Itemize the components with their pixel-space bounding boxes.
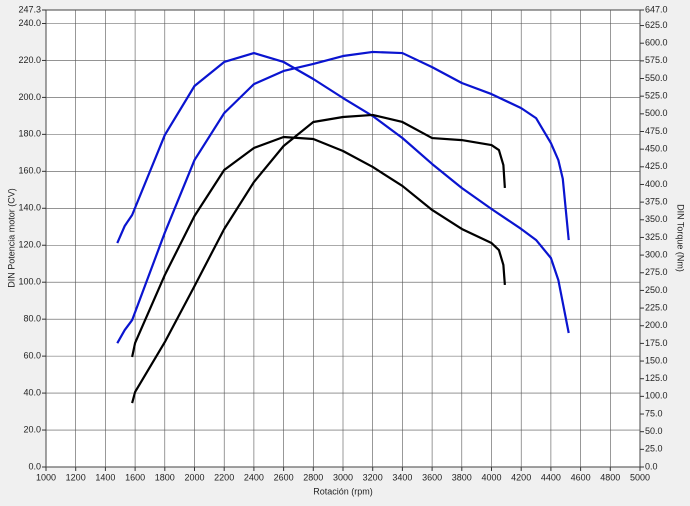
y2-tick-label: 550.0 xyxy=(645,73,668,83)
y2-tick-label: 575.0 xyxy=(645,55,668,65)
x-tick-label: 3200 xyxy=(363,472,383,482)
x-tick-label: 2600 xyxy=(274,472,294,482)
y2-tick-label: 375.0 xyxy=(645,196,668,206)
y2-tick-label: 625.0 xyxy=(645,20,668,30)
y2-tick-label: 225.0 xyxy=(645,302,668,312)
x-tick-label: 1600 xyxy=(125,472,145,482)
y-tick-label: 40.0 xyxy=(23,387,41,397)
y2-tick-label: 500.0 xyxy=(645,108,668,118)
y2-tick-label: 100.0 xyxy=(645,391,668,401)
x-tick-label: 3600 xyxy=(422,472,442,482)
y2-tick-label: 475.0 xyxy=(645,126,668,136)
y2-tick-label: 400.0 xyxy=(645,179,668,189)
x-tick-label: 4400 xyxy=(541,472,561,482)
y2-tick-label: 0.0 xyxy=(645,461,658,471)
y2-tick-label: 647.0 xyxy=(645,4,668,14)
x-tick-label: 1800 xyxy=(155,472,175,482)
y2-tick-label: 75.0 xyxy=(645,408,663,418)
y2-tick-label: 150.0 xyxy=(645,355,668,365)
y2-tick-label: 200.0 xyxy=(645,320,668,330)
x-tick-label: 1200 xyxy=(66,472,86,482)
y2-tick-label: 600.0 xyxy=(645,38,668,48)
y2-tick-label: 525.0 xyxy=(645,91,668,101)
y-tick-label: 120.0 xyxy=(18,240,41,250)
x-tick-label: 1000 xyxy=(36,472,56,482)
x-tick-label: 2000 xyxy=(184,472,204,482)
y2-axis-label: DIN Torque (Nm) xyxy=(676,204,686,272)
line xyxy=(131,113,506,404)
y2-tick-label: 125.0 xyxy=(645,373,668,383)
y-tick-label: 180.0 xyxy=(18,129,41,139)
y2-tick-label: 50.0 xyxy=(645,426,663,436)
y2-tick-label: 325.0 xyxy=(645,232,668,242)
y-tick-label: 60.0 xyxy=(23,350,41,360)
y2-tick-label: 300.0 xyxy=(645,249,668,259)
x-tick-label: 2800 xyxy=(303,472,323,482)
y-tick-label: 80.0 xyxy=(23,314,41,324)
y2-tick-label: 275.0 xyxy=(645,267,668,277)
y-tick-label: 247.3 xyxy=(18,4,41,14)
x-tick-label: 1400 xyxy=(95,472,115,482)
y-tick-label: 0.0 xyxy=(28,461,41,471)
x-tick-label: 5000 xyxy=(630,472,650,482)
y2-tick-label: 25.0 xyxy=(645,444,663,454)
y-tick-label: 100.0 xyxy=(18,277,41,287)
line xyxy=(131,135,506,358)
x-tick-label: 3800 xyxy=(452,472,472,482)
y-axis-label: DIN Potencia motor (CV) xyxy=(6,188,16,288)
x-tick-label: 4600 xyxy=(571,472,591,482)
line xyxy=(116,50,570,344)
x-tick-label: 4000 xyxy=(481,472,501,482)
x-tick-label: 4800 xyxy=(600,472,620,482)
y-tick-label: 20.0 xyxy=(23,424,41,434)
line xyxy=(116,51,570,334)
x-tick-label: 2400 xyxy=(244,472,264,482)
y-tick-label: 200.0 xyxy=(18,92,41,102)
y-tick-label: 220.0 xyxy=(18,55,41,65)
y-tick-label: 160.0 xyxy=(18,166,41,176)
x-tick-label: 2200 xyxy=(214,472,234,482)
y2-tick-label: 250.0 xyxy=(645,285,668,295)
y2-tick-label: 350.0 xyxy=(645,214,668,224)
y2-tick-label: 425.0 xyxy=(645,161,668,171)
x-axis-label: Rotación (rpm) xyxy=(313,486,373,496)
x-tick-label: 3400 xyxy=(392,472,412,482)
x-tick-label: 3000 xyxy=(333,472,353,482)
y2-tick-label: 450.0 xyxy=(645,144,668,154)
y-tick-label: 240.0 xyxy=(18,18,41,28)
y-tick-label: 140.0 xyxy=(18,203,41,213)
x-tick-label: 4200 xyxy=(511,472,531,482)
y2-tick-label: 175.0 xyxy=(645,338,668,348)
